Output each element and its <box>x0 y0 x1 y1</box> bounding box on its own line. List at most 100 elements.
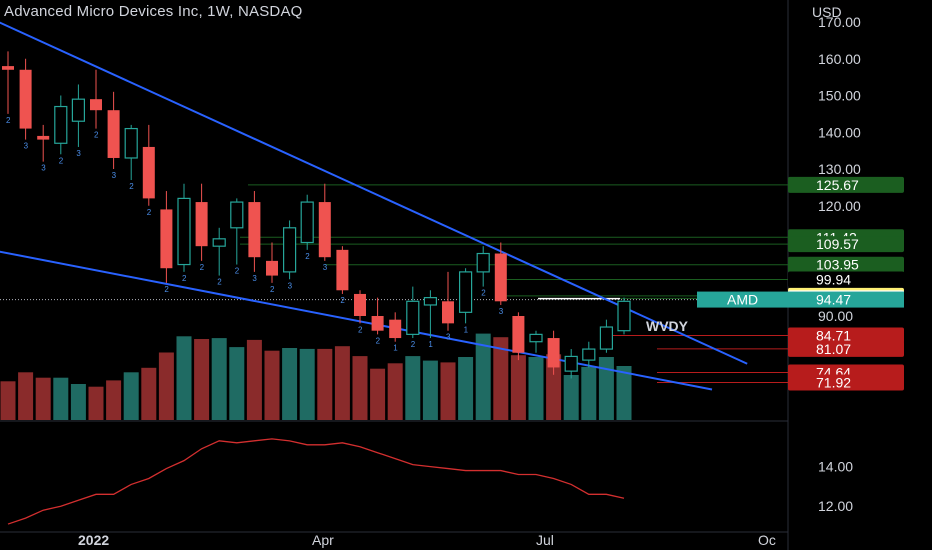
volume-bar <box>528 357 544 420</box>
currency-label: USD <box>812 4 842 20</box>
time-tick-label: 2022 <box>78 532 109 548</box>
level-tag <box>788 236 904 253</box>
count-labels: 2 3 3 2 3 2 3 2 2 2 2 2 2 2 3 2 3 2 3 2 2 2 1 2 1 3 1 2 3 <box>6 116 504 353</box>
count-label: 3 <box>323 263 328 272</box>
count-label: 2 <box>94 131 99 140</box>
candle-body <box>124 127 138 159</box>
symbol-tag-label: AMD <box>727 292 758 308</box>
current-price-label: 94.47 <box>816 292 851 308</box>
candle-body <box>177 197 191 266</box>
volume-bar <box>282 348 298 420</box>
count-label: 2 <box>129 182 134 191</box>
volume-bar <box>299 348 315 420</box>
volume-bar <box>53 377 69 420</box>
candle-body <box>212 238 226 247</box>
count-label: 2 <box>217 278 222 287</box>
candle-body <box>90 99 102 111</box>
count-label: 3 <box>41 164 46 173</box>
level-tag-label: 71.92 <box>816 374 851 390</box>
volume-bar <box>317 348 333 420</box>
count-label: 1 <box>393 344 398 353</box>
count-label: 3 <box>24 142 29 151</box>
level-tag <box>788 374 904 391</box>
count-label: 1 <box>464 325 469 334</box>
candle-body <box>371 316 384 331</box>
level-tags: 125.67111.42109.57103.9599.9495.4894.818… <box>788 176 904 391</box>
count-label: 2 <box>376 336 381 345</box>
indicator-tick-label: 14.00 <box>818 459 853 475</box>
count-label: 3 <box>112 171 117 180</box>
price-tick-label: 140.00 <box>818 124 861 140</box>
volume-bar <box>229 347 245 420</box>
volume-bar <box>70 384 86 420</box>
count-label: 2 <box>59 156 64 165</box>
level-tag <box>788 327 904 344</box>
candle-body <box>582 348 596 361</box>
volume-bar <box>158 352 174 420</box>
candle-body <box>2 66 14 70</box>
candle-body <box>547 338 560 368</box>
candle-body <box>494 253 507 302</box>
lower-trendline <box>0 250 713 391</box>
candle-body <box>142 146 155 199</box>
time-tick-label: Jul <box>536 532 554 548</box>
count-label: 1 <box>428 340 433 349</box>
price-tick-label: 130.00 <box>818 161 861 177</box>
volume-bar <box>18 372 34 420</box>
volume-bar <box>123 372 139 420</box>
level-tag-label: 99.94 <box>816 271 851 287</box>
price-tick-label: 120.00 <box>818 198 861 214</box>
level-tag-label: 125.67 <box>816 177 859 193</box>
candle-body <box>54 105 68 144</box>
price-tick-label: 160.00 <box>818 51 861 67</box>
count-label: 2 <box>147 208 152 217</box>
candle-body <box>37 135 50 140</box>
candles <box>2 51 631 379</box>
count-label: 3 <box>446 333 451 342</box>
volume-bar <box>246 339 262 420</box>
volume-bar <box>387 363 403 420</box>
level-tag <box>788 256 904 273</box>
volume-bar <box>475 333 491 420</box>
volume-bar <box>211 338 227 420</box>
volume-bar <box>334 346 350 420</box>
volume-bar <box>493 337 509 420</box>
count-label: 3 <box>288 281 293 290</box>
count-label: 2 <box>305 252 310 261</box>
candle-body <box>423 297 437 306</box>
candle-body <box>230 201 244 229</box>
count-label: 2 <box>270 285 275 294</box>
volume-bar <box>422 360 438 420</box>
time-tick-label: Apr <box>312 532 334 548</box>
count-label: 2 <box>182 274 187 283</box>
candle-body <box>19 69 32 129</box>
candle-body <box>248 202 261 258</box>
candle-body <box>283 227 297 273</box>
volume-bar <box>35 377 51 420</box>
level-tag-label: 84.71 <box>816 327 851 343</box>
volume-bars <box>0 333 632 420</box>
candle-body <box>71 98 86 122</box>
level-tag-label: 109.57 <box>816 236 859 252</box>
volume-bar <box>194 339 210 420</box>
level-tag <box>788 340 904 357</box>
candle-body <box>617 300 631 332</box>
candle-body <box>107 110 120 158</box>
candle-body <box>529 333 543 343</box>
level-tag <box>788 271 904 288</box>
candle-body <box>318 202 331 258</box>
count-label: 3 <box>76 149 81 158</box>
count-label: 2 <box>481 289 486 298</box>
count-label: 2 <box>411 340 416 349</box>
candle-body <box>195 202 208 247</box>
count-label: 2 <box>358 325 363 334</box>
price-tick-label: 150.00 <box>818 88 861 104</box>
price-tick-label: 90.00 <box>818 308 853 324</box>
indicator-line <box>7 438 625 525</box>
volume-bar <box>106 380 122 420</box>
candle-body <box>266 260 278 276</box>
current-price-tag <box>788 291 904 308</box>
